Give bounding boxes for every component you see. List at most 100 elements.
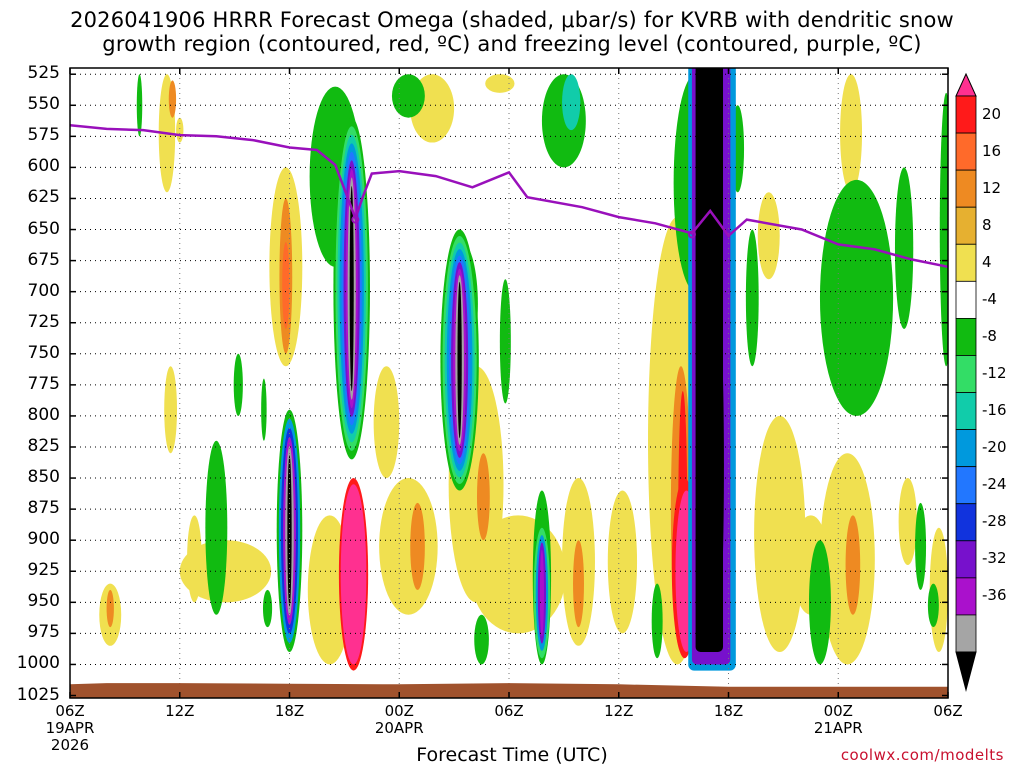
ascent-column-5-lower [707, 279, 724, 653]
colorbar-box-12 [955, 540, 977, 579]
x-date-label: 20APR [374, 719, 424, 737]
green-field-8 [499, 279, 511, 404]
y-tick-label: 700 [27, 280, 60, 301]
descent-core-1 [340, 484, 367, 665]
yellow-field-13 [607, 490, 638, 634]
y-tick-label: 725 [27, 311, 60, 332]
colorbar-label: -20 [982, 438, 1007, 457]
y-tick-label: 1025 [16, 684, 60, 705]
orange-field-2 [106, 589, 114, 628]
colorbar-label: -16 [982, 401, 1007, 420]
colorbar-label: -12 [982, 364, 1007, 382]
colorbar-label: 20 [982, 104, 1002, 123]
y-tick-label: 525 [27, 63, 60, 84]
colorbar-box-13 [955, 577, 977, 616]
orange-field-3 [410, 502, 425, 590]
x-tick-label: 18Z [274, 702, 305, 720]
colorbar-box-14 [955, 614, 977, 653]
y-tick-label: 550 [27, 94, 60, 115]
colorbar-box-11 [955, 503, 977, 542]
colorbar-box-4 [955, 243, 977, 282]
green-field-6 [391, 74, 425, 118]
chart-title: 2026041906 HRRR Forecast Omega (shaded, … [70, 8, 954, 32]
freezing-level-line [69, 123, 949, 269]
colorbar-label: -8 [982, 326, 997, 345]
yellow-field-2 [164, 366, 178, 454]
yellow-field-20 [898, 478, 917, 566]
x-tick-label: 06Z [494, 702, 524, 720]
y-tick-label: 1000 [16, 653, 60, 674]
green-field-17 [819, 179, 894, 416]
green-field-16 [808, 540, 831, 665]
y-tick-label: 825 [27, 435, 60, 456]
x-date-label: 2026 [50, 736, 90, 754]
x-tick-label: 00Z [384, 702, 414, 720]
orange-field-8 [573, 540, 584, 628]
colorbar-label: 4 [982, 252, 992, 271]
y-tick-label: 800 [27, 404, 60, 425]
yellow-field-17 [754, 415, 806, 653]
y-tick-label: 650 [27, 218, 60, 239]
green-field-1 [136, 74, 143, 137]
ascent-column-1-8 [349, 186, 354, 392]
colorbar-bottom-arrow [955, 651, 977, 692]
green-field-18 [894, 167, 914, 329]
x-date-label: 19APR [45, 719, 95, 737]
freezing-level-marker-1 [351, 215, 360, 224]
axis-ticks [69, 68, 949, 698]
green-field-2 [233, 353, 243, 416]
colorbar [955, 72, 977, 692]
colorbar-label: -36 [982, 586, 1007, 605]
yellow-field-11 [485, 74, 515, 93]
yellow-field-16 [757, 192, 780, 280]
colorbar-label: -32 [982, 549, 1007, 568]
colorbar-label: -28 [982, 512, 1007, 531]
colorbar-box-5 [955, 280, 977, 319]
x-tick-label: 06Z [933, 702, 963, 720]
colorbar-label: 16 [982, 141, 1002, 160]
colorbar-box-0 [955, 95, 977, 134]
ascent-column-4-3 [539, 549, 544, 637]
yellow-field-6 [373, 366, 400, 479]
orange-field-4 [476, 453, 490, 541]
colorbar-box-2 [955, 169, 977, 208]
green-field-4 [262, 589, 273, 628]
green-field-3 [261, 378, 267, 441]
yellow-field-19 [840, 74, 863, 193]
green-field-0 [205, 440, 228, 615]
y-tick-label: 575 [27, 125, 60, 146]
colorbar-box-7 [955, 355, 977, 393]
green-field-9 [474, 614, 489, 665]
colorbar-box-10 [955, 466, 977, 505]
y-tick-label: 950 [27, 591, 60, 612]
y-tick-label: 975 [27, 622, 60, 643]
credit-link[interactable]: coolwx.com/modelts [840, 746, 1004, 764]
y-tick-label: 875 [27, 498, 60, 519]
colorbar-label: -4 [982, 289, 997, 308]
y-tick-label: 675 [27, 249, 60, 270]
x-tick-label: 12Z [165, 702, 195, 720]
x-axis-label: Forecast Time (UTC) [416, 744, 608, 766]
yellow-field-7 [379, 478, 438, 615]
teal-field [562, 74, 581, 131]
y-tick-label: 750 [27, 342, 60, 363]
ascent-column-2-8 [457, 281, 462, 439]
colorbar-box-1 [955, 132, 977, 171]
green-field-12 [651, 583, 663, 659]
colorbar-label: 8 [982, 215, 992, 234]
x-tick-label: 18Z [713, 702, 744, 720]
y-tick-label: 600 [27, 156, 60, 177]
colorbar-box-6 [955, 317, 977, 356]
omega-shading [99, 68, 948, 671]
colorbar-label: 12 [982, 178, 1002, 197]
colorbar-box-3 [955, 206, 977, 245]
green-field-19 [927, 583, 939, 628]
x-tick-label: 00Z [823, 702, 853, 720]
x-tick-label: 06Z [55, 702, 85, 720]
y-tick-label: 625 [27, 187, 60, 208]
colorbar-box-9 [955, 429, 977, 468]
colorbar-top-arrow [955, 72, 977, 97]
colorbar-label: -24 [982, 475, 1007, 494]
chart-subtitle: growth region (contoured, red, ºC) and f… [102, 32, 922, 56]
